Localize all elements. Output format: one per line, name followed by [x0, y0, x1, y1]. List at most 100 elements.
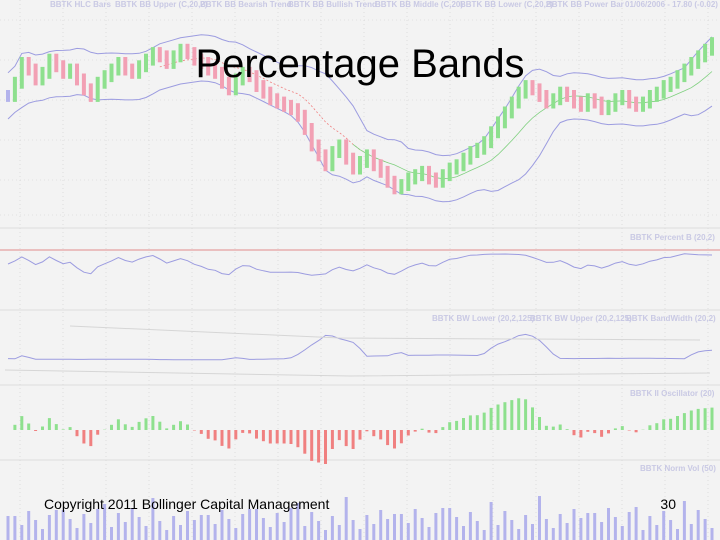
price-bar [468, 146, 473, 165]
volume-bar [393, 514, 396, 540]
oscillator-bar [517, 398, 521, 430]
price-bar [95, 76, 100, 102]
oscillator-bar [144, 418, 148, 430]
volume-bar [386, 519, 390, 540]
price-bar [247, 66, 252, 83]
oscillator-bar [137, 421, 141, 430]
price-bar [620, 90, 625, 106]
volume-bar [703, 519, 707, 540]
oscillator-bar [496, 404, 500, 430]
price-bar [40, 66, 45, 86]
oscillator-bar [441, 427, 445, 430]
volume-bar [172, 516, 176, 540]
price-bar [475, 142, 480, 158]
oscillator-bar [234, 430, 238, 440]
price-bar [116, 57, 121, 76]
oscillator-bar [179, 421, 182, 430]
price-bar [634, 96, 639, 112]
volume-bar [213, 524, 217, 540]
price-bar [178, 43, 183, 63]
price-bar [123, 57, 128, 76]
oscillator-bar [689, 410, 693, 430]
oscillator-bar [475, 415, 479, 430]
price-bar [682, 63, 687, 83]
volume-bar [220, 510, 224, 540]
oscillator-bar [261, 430, 265, 442]
oscillator-bar [310, 430, 314, 461]
oscillator-bar [365, 430, 369, 432]
volume-bar [310, 512, 314, 540]
price-bar [358, 156, 362, 175]
volume-bar [406, 523, 410, 540]
price-bar [81, 73, 86, 96]
oscillator-bar [34, 430, 38, 431]
price-bar [54, 53, 59, 73]
price-bar [385, 165, 390, 188]
price-bar [661, 80, 666, 99]
volume-bar [572, 509, 576, 540]
price-bar [551, 93, 556, 109]
volume-bar [358, 529, 362, 540]
volume-bar [186, 511, 189, 540]
volume-bar [600, 522, 604, 540]
price-bar [592, 93, 597, 109]
price-bar [88, 83, 93, 102]
volume-bar [496, 525, 500, 540]
price-bar [192, 47, 197, 66]
oscillator-bar [282, 430, 286, 444]
oscillator-bar [524, 399, 528, 430]
oscillator-bar [648, 425, 652, 430]
price-legend-label: BBTK BB Lower (C,20,2) [460, 0, 553, 9]
price-bar [537, 83, 542, 102]
volume-bar [662, 511, 666, 540]
price-bar [130, 63, 135, 79]
volume-bar [607, 508, 610, 540]
volume-bar [365, 515, 369, 540]
volume-bar [61, 510, 65, 540]
bandwidth-upper-line [69, 325, 701, 341]
oscillator-bar [344, 430, 348, 447]
oscillator-bar [703, 408, 707, 430]
bandwidth-label: BBTK BandWidth (20,2) [626, 314, 716, 323]
volume-bar [524, 515, 528, 540]
oscillator-bar [427, 430, 431, 433]
oscillator-bar [27, 423, 31, 430]
volume-bar [317, 521, 321, 540]
price-bar [275, 93, 280, 109]
oscillator-bar [669, 418, 673, 430]
oscillator-bar [662, 419, 666, 430]
volume-bar [689, 524, 693, 540]
price-bar [502, 106, 507, 129]
volume-bar [669, 520, 673, 540]
volume-bar [248, 509, 252, 540]
oscillator-bar [558, 424, 562, 430]
price-bar [12, 76, 17, 102]
volume-bar [324, 530, 327, 540]
oscillator-bar [206, 430, 210, 439]
price-legend-label: BBTK BB Middle (C,20) [375, 0, 463, 9]
volume-bar [510, 520, 514, 540]
price-bar [220, 66, 224, 89]
volume-bar [158, 521, 162, 540]
oscillator-bar [248, 430, 252, 434]
price-bar [647, 90, 652, 109]
price-legend-label: 01/06/2006 - 17.80 (-0.02) [625, 0, 718, 9]
price-bar [309, 123, 314, 152]
volume-bar [137, 517, 141, 540]
price-bar [109, 63, 114, 83]
volume-bar [13, 516, 17, 540]
price-bar [496, 116, 500, 139]
price-bar [420, 165, 425, 182]
oscillator-bar [413, 430, 417, 432]
price-bar [171, 50, 176, 69]
price-bar [164, 50, 169, 69]
bb-upper-line [7, 34, 713, 157]
volume-bar [54, 510, 58, 540]
oscillator-bar [586, 430, 590, 432]
volume-bar [289, 508, 293, 540]
oscillator-bar [710, 407, 714, 430]
volume-bar [434, 513, 438, 540]
price-bar [675, 70, 680, 89]
volume-bar [116, 513, 120, 540]
volume-bar [6, 516, 10, 540]
